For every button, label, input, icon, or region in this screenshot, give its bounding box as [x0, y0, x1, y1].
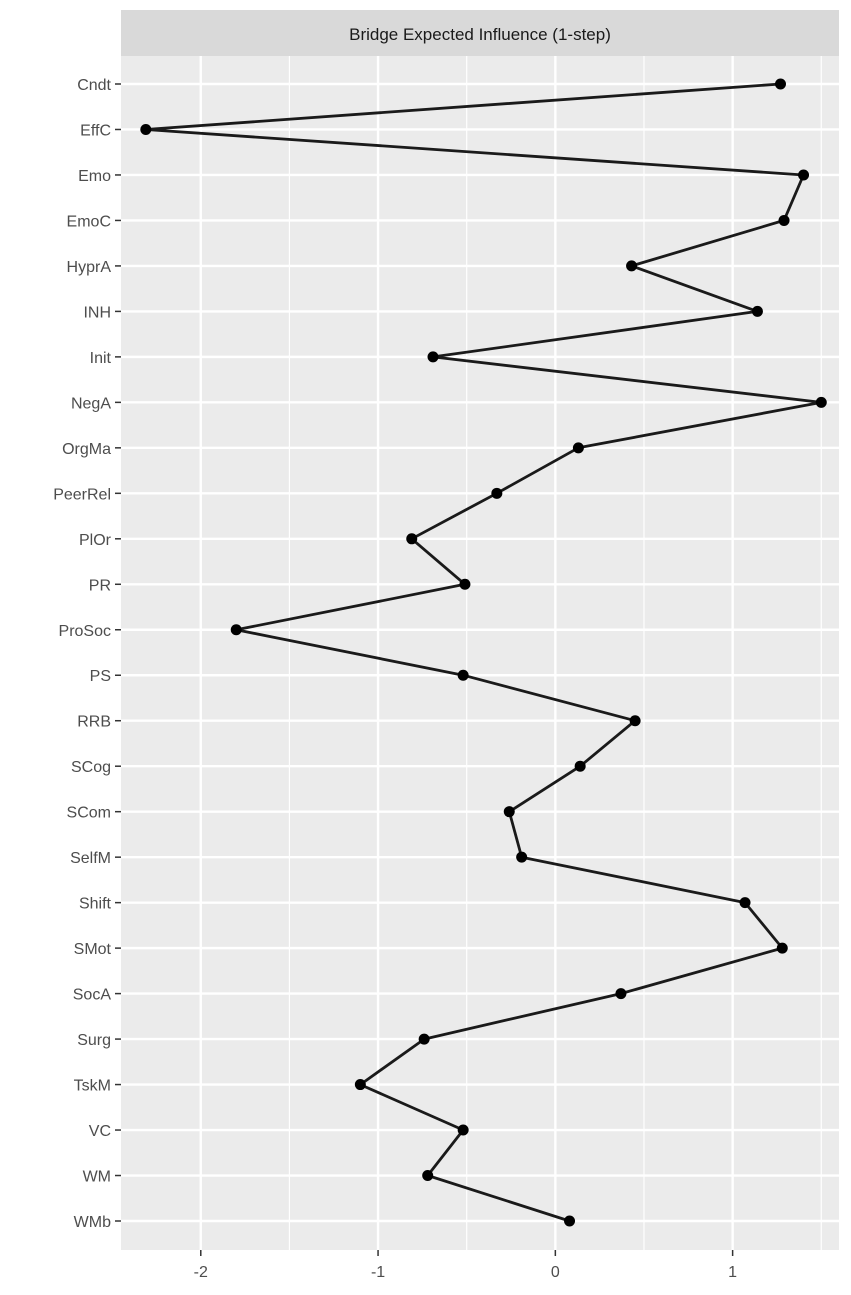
y-tick-label: SocA: [73, 987, 112, 1004]
y-tick-label: Shift: [79, 896, 112, 913]
x-tick-label: 0: [551, 1264, 560, 1281]
data-point: [503, 806, 515, 818]
y-tick-label: SMot: [74, 941, 112, 958]
data-point: [459, 578, 471, 590]
y-axis: Cndt EffC Emo EmoC HyprA INH Init NegA OrgMa Peer…: [53, 77, 121, 1231]
data-point: [776, 942, 788, 954]
y-tick-label: RRB: [77, 714, 111, 731]
data-point: [457, 1124, 469, 1136]
plot-panel: [121, 56, 839, 1250]
y-tick-label: EmoC: [67, 213, 111, 230]
y-tick-label: EffC: [80, 122, 111, 139]
y-tick-label: PeerRel: [53, 486, 111, 503]
data-point: [354, 1079, 366, 1091]
x-tick-label: -2: [194, 1264, 208, 1281]
y-tick-label: SelfM: [70, 850, 111, 867]
y-tick-label: PS: [90, 668, 111, 685]
y-tick-label: VC: [89, 1123, 111, 1140]
x-tick-label: -1: [371, 1264, 385, 1281]
data-point: [615, 988, 627, 1000]
data-point: [422, 1170, 434, 1182]
strip-background: [121, 10, 839, 56]
influence-line: [144, 82, 823, 1223]
data-point: [798, 169, 810, 181]
y-tick-label: SCom: [67, 805, 111, 822]
y-tick-label: SCog: [71, 759, 111, 776]
series-points: [140, 78, 827, 1227]
data-point: [140, 123, 152, 135]
y-tick-label: PlOr: [79, 532, 112, 549]
data-point: [626, 260, 638, 272]
data-point: [406, 533, 418, 545]
facet-strip-label: Bridge Expected Influence (1-step): [349, 25, 611, 44]
data-point: [418, 1033, 430, 1045]
y-tick-label: WM: [83, 1169, 111, 1186]
data-point: [739, 897, 751, 909]
y-tick-label: Cndt: [77, 77, 111, 94]
y-tick-label: PR: [89, 577, 111, 594]
data-point: [815, 396, 827, 408]
data-point: [574, 760, 586, 772]
data-point: [491, 487, 503, 499]
data-point: [751, 305, 763, 317]
y-tick-label: OrgMa: [62, 441, 111, 458]
data-point: [629, 715, 641, 727]
y-tick-label: TskM: [74, 1078, 111, 1095]
y-tick-label: WMb: [74, 1214, 111, 1231]
data-point: [564, 1215, 576, 1227]
data-point: [516, 851, 528, 863]
data-point: [774, 78, 786, 90]
data-point: [457, 669, 469, 681]
data-point: [778, 214, 790, 226]
data-point: [230, 624, 242, 636]
y-tick-label: NegA: [71, 395, 111, 412]
y-tick-label: ProSoc: [59, 623, 111, 640]
y-tick-label: Surg: [77, 1032, 111, 1049]
y-tick-label: Emo: [78, 168, 111, 185]
y-tick-label: HyprA: [67, 259, 112, 276]
major-gridlines: [121, 56, 839, 1250]
data-point: [572, 442, 584, 454]
data-point: [427, 351, 439, 363]
x-axis: -2 -1 0 1: [194, 1250, 737, 1281]
y-tick-label: INH: [83, 304, 111, 321]
x-tick-label: 1: [728, 1264, 737, 1281]
y-tick-label: Init: [90, 350, 112, 367]
minor-gridlines: [288, 56, 822, 1250]
series-line: [144, 82, 823, 1223]
